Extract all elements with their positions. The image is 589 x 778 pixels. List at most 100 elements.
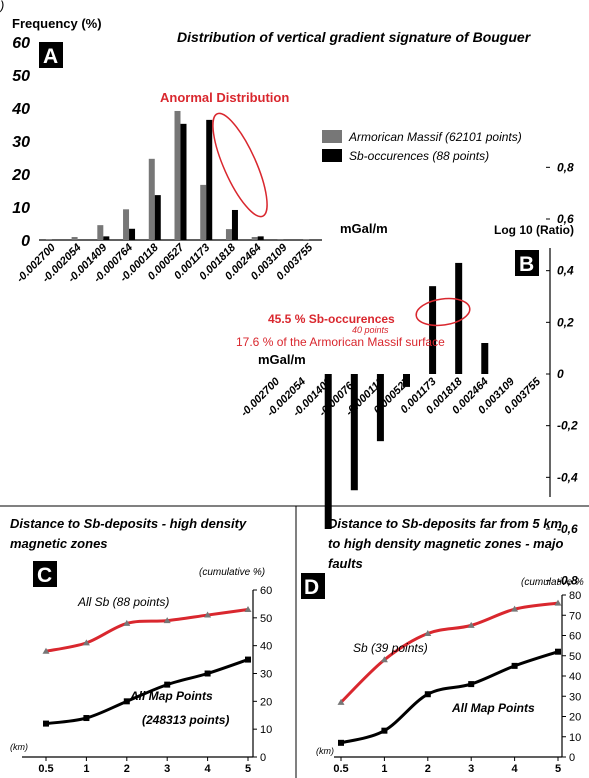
panel-a-anomaly-ellipse [212, 112, 268, 218]
panel-d-series-line-1 [340, 650, 559, 745]
panel-d-title-3: faults [328, 556, 363, 571]
panel-b-ytick-label: 0 [557, 367, 564, 381]
panel-a-annotation: Anormal Distribution [160, 90, 289, 105]
panel-d-badge-letter: D [304, 576, 319, 599]
panel-b-ytick-label: -0,6 [557, 522, 578, 536]
panel-a-bar [231, 209, 238, 240]
panel-c-point [244, 605, 252, 612]
panel-a-bars [45, 110, 310, 240]
panel-c-point [204, 611, 212, 618]
panel-a-x-ticks: -0.002700-0.002054-0.001409-0.000764-0.0… [14, 241, 315, 285]
panel-a-bar [225, 229, 232, 240]
panel-a-badge [39, 42, 63, 68]
panel-a-ytick-label: 20 [11, 167, 30, 184]
panel-d-point [467, 621, 475, 628]
panel-b-ytick-label: 0,2 [557, 315, 574, 329]
panel-a-bar [180, 123, 187, 240]
panel-c-badge-letter: C [37, 564, 52, 587]
panel-b: Log 10 (Ratio) B 0,8 0,6 0,4 0,2 0 -0,2 -0,4 -0… [236, 160, 578, 587]
panel-b-ylabel: Log 10 (Ratio) [494, 223, 574, 237]
panel-d-point [424, 629, 432, 636]
panel-b-ytick-label: 0,8 [557, 160, 574, 174]
panel-d-xtick-label: 1 [381, 763, 387, 775]
panel-c-label-map-2: (248313 points) [142, 713, 229, 727]
panel-d: Distance to Sb-deposits far from 5 km to… [301, 516, 584, 775]
panel-c-ytick-label: 60 [260, 585, 272, 597]
panel-b-ytick-label: -0,4 [557, 470, 578, 484]
panel-b-bar [403, 374, 410, 387]
panel-d-point [555, 648, 561, 655]
panel-a-bar [277, 239, 284, 240]
panel-d-ytick-label: 10 [569, 732, 581, 744]
panel-c-point [163, 617, 171, 624]
panel-c-xtick-label: 4 [205, 763, 212, 775]
panel-d-point [554, 599, 562, 606]
panel-d-title-1: Distance to Sb-deposits far from 5 km [328, 516, 562, 531]
panel-a-ytick-label: 30 [12, 134, 30, 151]
panel-a-bar [206, 119, 213, 240]
panel-d-ytick-label: 30 [569, 691, 581, 703]
panel-c-point [123, 619, 131, 626]
panel-c-ytick-label: 40 [260, 641, 272, 653]
panel-b-ytick-label: 0,4 [557, 264, 574, 278]
panel-a-ytick-label: 40 [11, 101, 30, 118]
legend-swatch-armorican [322, 130, 342, 143]
panel-b-annotation-1: 45.5 % Sb-occurences [268, 312, 395, 326]
panel-b-bar [455, 262, 463, 374]
panel-c-point [43, 720, 49, 727]
panel-a-bar [103, 236, 110, 240]
panel-d-ytick-label: 0 [569, 752, 575, 764]
panel-d-label-map: All Map Points [451, 701, 535, 715]
panel-c-ytick-label: 20 [260, 696, 272, 708]
panel-d-point [338, 739, 344, 746]
panel-c-ytick-label: 0 [260, 752, 266, 764]
panel-c-point [123, 698, 130, 705]
panel-d-xtick-label: 0.5 [333, 763, 348, 775]
panel-c: Distance to Sb-deposits - high density m… [10, 516, 272, 775]
panel-d-ytick-label: 60 [569, 631, 581, 643]
panel-c-ylabel: (cumulative %) [199, 567, 265, 578]
panel-c-xtick-label: 1 [83, 763, 89, 775]
panel-d-badge [301, 573, 325, 599]
panel-d-ytick-label: 70 [569, 610, 581, 622]
panel-c-title-2: magnetic zones [10, 536, 108, 551]
panel-b-annotation-2: 40 points [352, 325, 389, 335]
panel-a-ytick-label: 10 [12, 200, 30, 217]
panel-c-point [164, 681, 171, 688]
panel-c-xtick-label: 5 [245, 763, 251, 775]
panel-a-bar [123, 209, 130, 240]
panel-b-x-ticks: -0.002700-0.002054-0.001409-0.000764-0.0… [239, 375, 544, 419]
panel-a-bar [174, 110, 181, 240]
panel-d-ticks: 0.5 1 2 3 4 50 10 20 30 40 50 60 70 80 [333, 590, 581, 775]
panel-b-ellipse [415, 297, 471, 327]
panel-a-bar [257, 236, 264, 240]
panel-b-xlabel: mGal/m [258, 352, 306, 367]
panel-d-xtick-label: 4 [512, 763, 519, 775]
panel-c-series-line-0 [45, 607, 249, 653]
legend-label-armorican: Armorican Massif (62101 points) [348, 130, 522, 144]
panel-a-bar [129, 228, 136, 240]
legend-label-sb: Sb-occurences (88 points) [349, 149, 489, 163]
panel-d-xlabel: (km) [316, 746, 334, 756]
panel-a-bar [154, 195, 161, 240]
panel-d-point [424, 691, 431, 698]
panel-d-xtick-label: 3 [468, 763, 474, 775]
panel-c-label-sb: All Sb (88 points) [77, 595, 169, 609]
panel-b-bar [429, 286, 437, 374]
panel-c-series [42, 605, 252, 727]
panel-c-xtick-label: 2 [124, 763, 130, 775]
panel-a-badge-letter: A [43, 45, 58, 68]
panel-a-ytick-label: 60 [12, 35, 30, 52]
panel-b-bar [350, 374, 358, 491]
panel-a-ytick-label: 0 [21, 233, 30, 250]
panel-b-badge-letter: B [519, 253, 534, 276]
corner-paren: ) [0, 0, 4, 13]
panel-b-y-ticks: 0,8 0,6 0,4 0,2 0 -0,2 -0,4 -0,6 -0,8 [546, 160, 578, 588]
panel-b-bars [324, 262, 489, 529]
panel-c-point [204, 670, 211, 677]
panel-b-badge [515, 250, 539, 276]
panel-d-title-2: to high density magnetic zones - majo [328, 536, 564, 551]
panel-a-bar [251, 237, 258, 240]
panel-d-point [511, 662, 518, 669]
panel-a: Frequency (%) Distribution of vertical g… [11, 16, 531, 285]
